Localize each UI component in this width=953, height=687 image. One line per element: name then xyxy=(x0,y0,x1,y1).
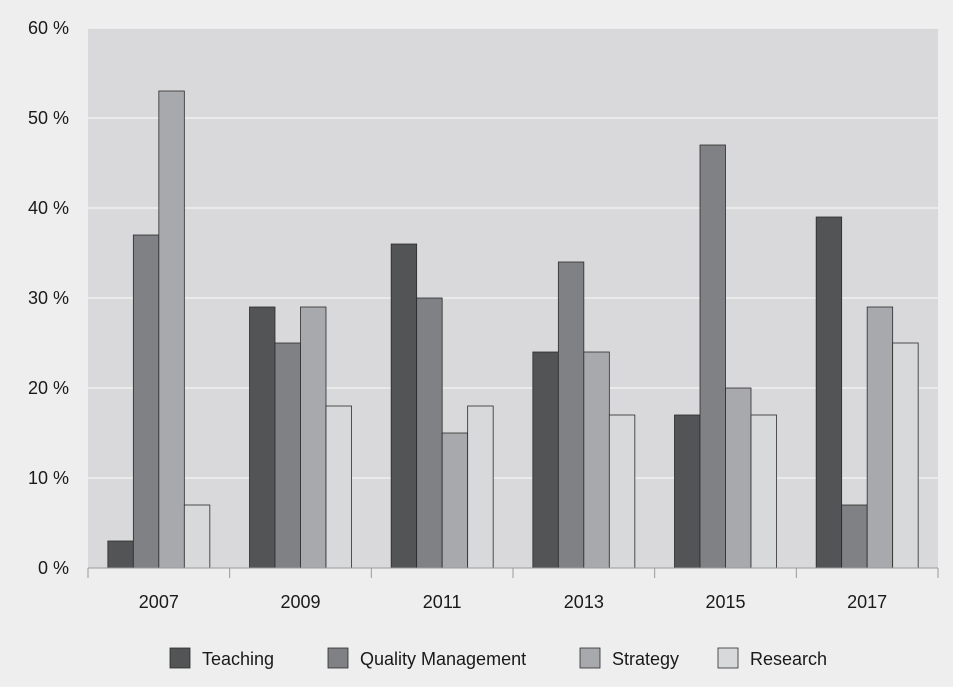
y-tick-label: 60 % xyxy=(28,18,69,38)
bar-quality-management-2015 xyxy=(699,144,726,569)
bar-strategy-2009 xyxy=(300,306,327,569)
legend: Teaching Quality Management Strategy Resear… xyxy=(169,647,827,669)
bar-quality-management-2009 xyxy=(274,342,301,569)
x-tick-label: 2015 xyxy=(705,592,745,612)
bars xyxy=(107,90,919,569)
legend-swatch-research xyxy=(717,647,739,669)
bar-research-2015 xyxy=(750,414,777,569)
y-tick-label: 10 % xyxy=(28,468,69,488)
bar-research-2011 xyxy=(467,405,494,569)
bar-quality-management-2007 xyxy=(132,234,160,569)
bar-teaching-2007 xyxy=(107,540,134,569)
bar-research-2007 xyxy=(183,504,211,569)
bar-strategy-2011 xyxy=(441,432,469,569)
legend-swatch-teaching xyxy=(169,647,191,669)
legend-label: Research xyxy=(750,649,827,669)
legend-label: Quality Management xyxy=(360,649,526,669)
bar-quality-management-2011 xyxy=(416,297,443,569)
bar-research-2009 xyxy=(325,405,352,569)
bar-strategy-2017 xyxy=(866,306,894,569)
y-tick-label: 40 % xyxy=(28,198,69,218)
bar-teaching-2013 xyxy=(532,351,559,569)
x-tick-label: 2011 xyxy=(423,592,462,612)
x-axis-ticks: 2007 2009 2011 2013 2015 2017 xyxy=(139,592,887,612)
legend-swatch-strategy xyxy=(579,647,601,669)
bar-teaching-2011 xyxy=(390,243,418,569)
bar-teaching-2017 xyxy=(815,216,843,569)
bar-quality-management-2013 xyxy=(557,261,585,569)
x-tick-label: 2007 xyxy=(139,592,179,612)
gridlines xyxy=(88,27,938,479)
bar-research-2013 xyxy=(608,414,636,569)
y-tick-label: 30 % xyxy=(28,288,69,308)
bar-quality-management-2017 xyxy=(841,504,868,569)
y-tick-label: 0 % xyxy=(38,558,69,578)
bar-teaching-2015 xyxy=(674,414,701,569)
axes xyxy=(87,567,939,578)
bar-strategy-2013 xyxy=(583,351,610,569)
bar-strategy-2015 xyxy=(725,387,752,569)
y-tick-label: 20 % xyxy=(28,378,69,398)
x-tick-label: 2009 xyxy=(280,592,320,612)
legend-swatch-quality-management xyxy=(327,647,349,669)
bar-teaching-2009 xyxy=(249,306,276,569)
bar-research-2017 xyxy=(892,342,919,569)
legend-label: Strategy xyxy=(612,649,679,669)
legend-label: Teaching xyxy=(202,649,274,669)
bar-strategy-2007 xyxy=(158,90,185,569)
y-tick-label: 50 % xyxy=(28,108,69,128)
y-axis-ticks: 0 % 10 % 20 % 30 % 40 % 50 % 60 % xyxy=(28,18,69,578)
x-tick-label: 2017 xyxy=(847,592,887,612)
x-tick-label: 2013 xyxy=(564,592,604,612)
